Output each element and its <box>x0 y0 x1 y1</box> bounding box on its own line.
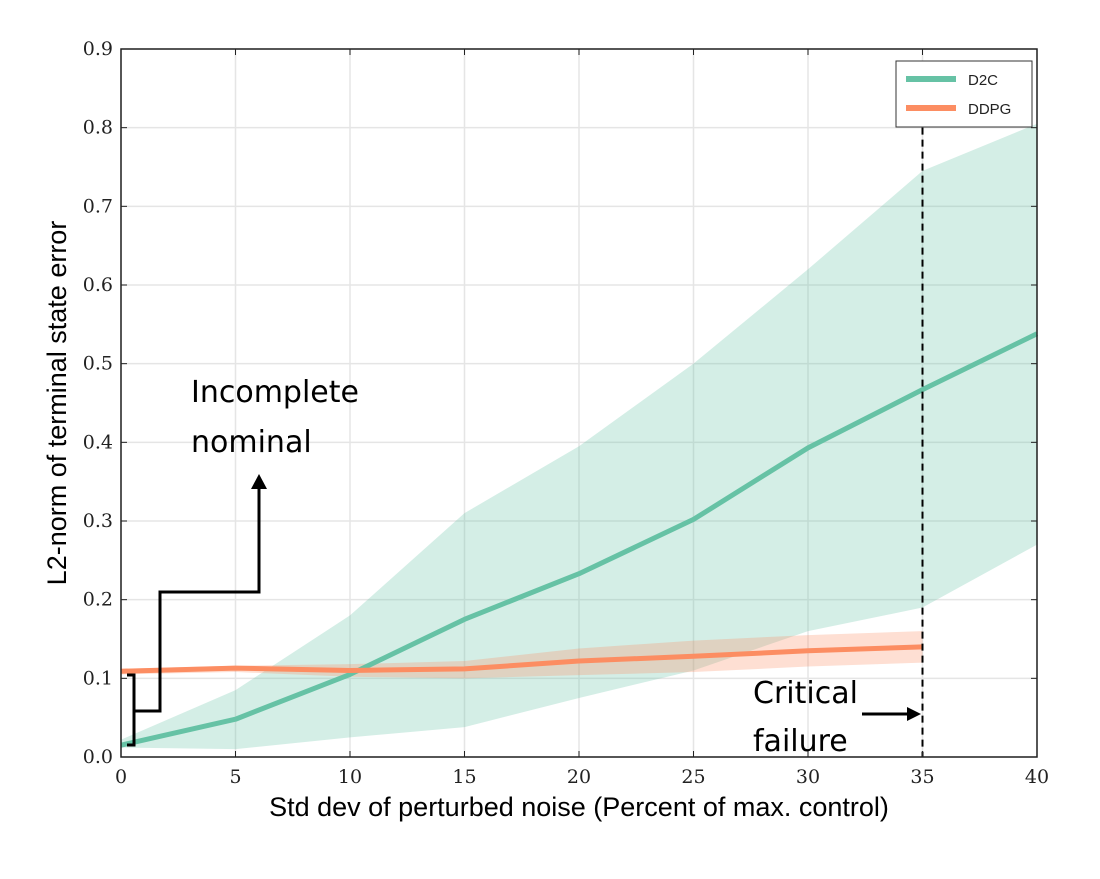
y-tick-label: 0.8 <box>83 117 113 139</box>
y-tick-label: 0.0 <box>83 746 113 768</box>
annotation-critical-label-line1: Critical <box>753 676 858 711</box>
annotation-incomplete-label-line1: Incomplete <box>191 375 359 410</box>
axis-ticks: 0 5 10 15 20 25 30 35 40 0.0 0.1 0.2 0.3 0.4 0.5 0.6 0.7… <box>83 38 1049 788</box>
y-tick-label: 0.9 <box>83 38 113 60</box>
arrowhead-right-icon <box>907 707 921 721</box>
series-lines <box>120 331 1039 748</box>
legend-label-ddpg: DDPG <box>968 101 1011 118</box>
series-line-d2c <box>120 331 1039 748</box>
x-tick-label: 25 <box>681 766 705 788</box>
x-tick-label: 35 <box>910 766 934 788</box>
y-tick-label: 0.2 <box>83 589 113 611</box>
annotation-critical-failure: Critical failure <box>753 676 921 759</box>
arrowhead-up-icon <box>251 474 267 489</box>
y-tick-label: 0.4 <box>83 431 113 453</box>
y-tick-label: 0.7 <box>83 195 113 217</box>
band-ddpg <box>121 631 923 679</box>
x-tick-label: 15 <box>452 766 476 788</box>
grid <box>120 48 1038 758</box>
y-axis-title: L2-norm of terminal state error <box>42 221 72 586</box>
annotation-bracket <box>127 673 136 747</box>
x-tick-label: 30 <box>796 766 820 788</box>
band-d2c <box>121 123 1037 750</box>
x-tick-label: 20 <box>567 766 591 788</box>
annotation-incomplete-label-line2: nominal <box>191 425 312 460</box>
x-tick-label: 5 <box>229 766 241 788</box>
annotation-incomplete-nominal: Incomplete nominal <box>127 375 359 747</box>
confidence-bands <box>121 123 1037 750</box>
x-tick-label: 0 <box>115 766 127 788</box>
x-axis-title: Std dev of perturbed noise (Percent of m… <box>269 792 889 822</box>
annotation-critical-label-line2: failure <box>753 724 848 759</box>
y-tick-label: 0.1 <box>83 667 113 689</box>
legend: D2C DDPG <box>895 60 1033 128</box>
legend-label-d2c: D2C <box>968 72 998 89</box>
legend-box <box>895 60 1033 128</box>
x-tick-label: 10 <box>338 766 362 788</box>
y-tick-label: 0.6 <box>83 274 113 296</box>
series-line-ddpg <box>120 644 923 674</box>
annotation-connector-arrow <box>134 487 261 713</box>
x-tick-label: 40 <box>1025 766 1049 788</box>
y-tick-label: 0.5 <box>83 353 113 375</box>
y-tick-label: 0.3 <box>83 510 113 532</box>
